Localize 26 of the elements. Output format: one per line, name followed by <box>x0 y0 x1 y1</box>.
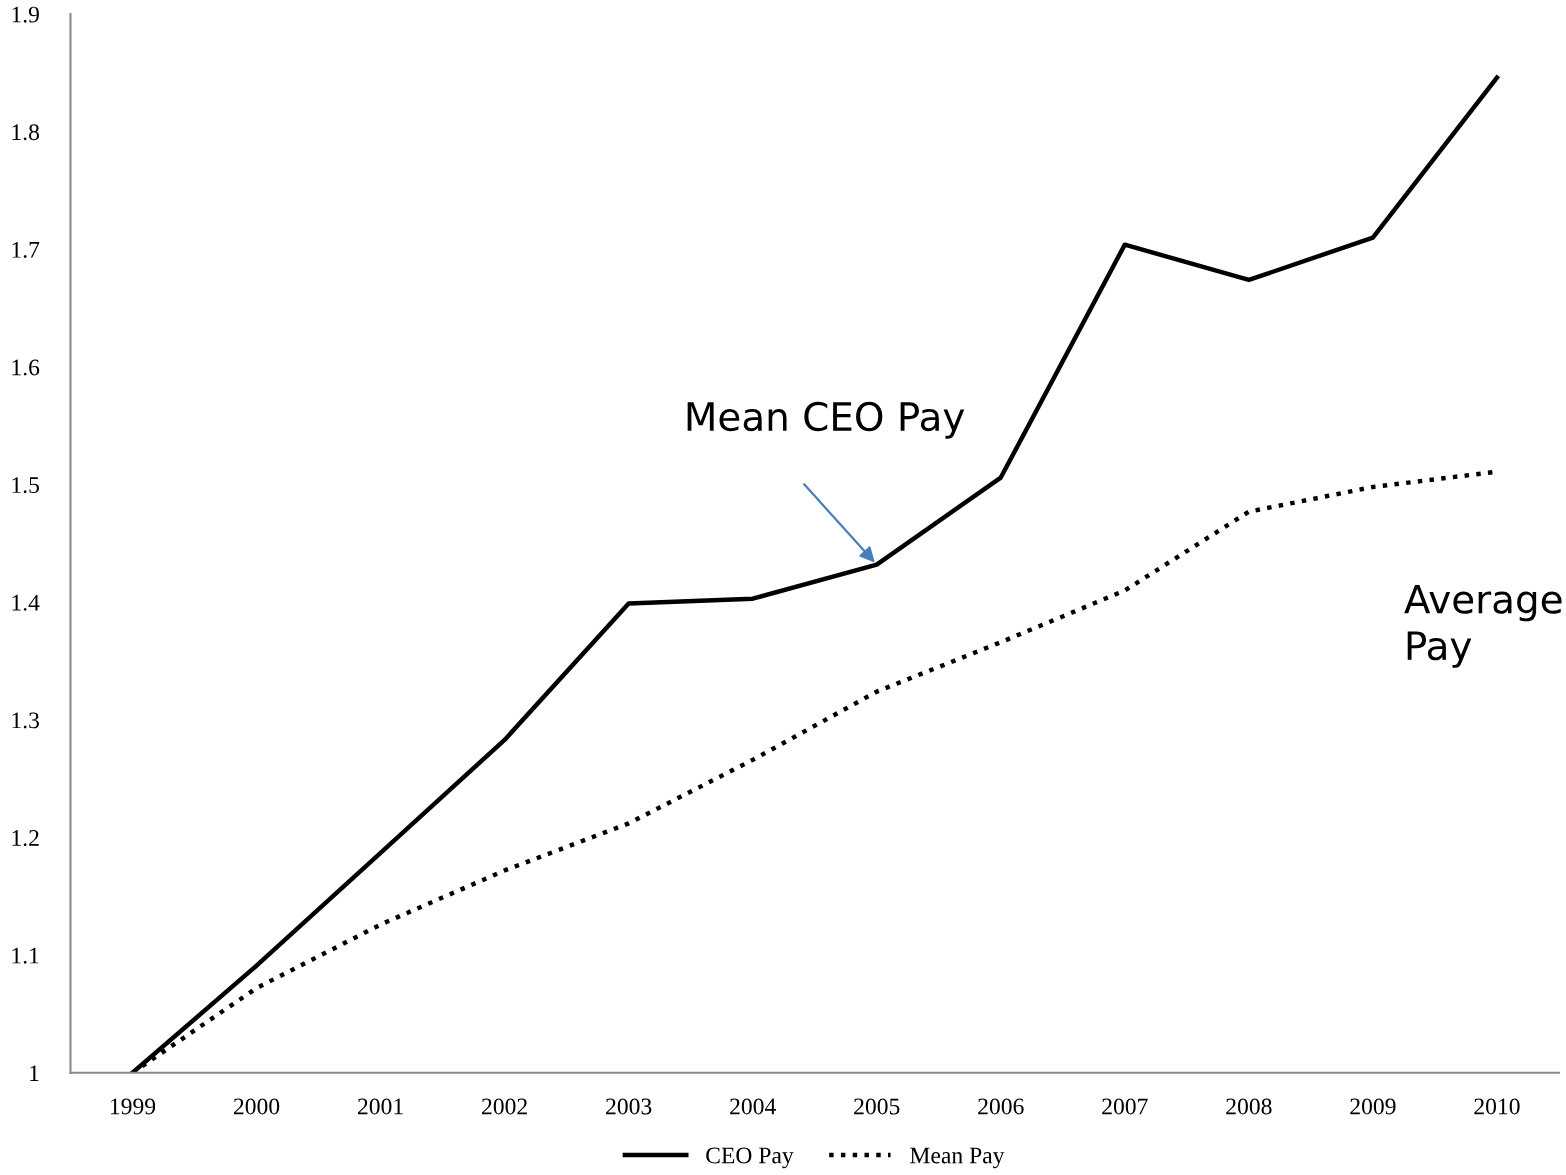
y-tick-label: 1.2 <box>12 830 39 847</box>
annotation: Average Pay <box>1404 584 1562 668</box>
x-tick-label: 2008 <box>1226 1098 1272 1115</box>
legend-label: CEO Pay <box>706 1147 794 1169</box>
x-tick-label: 2001 <box>358 1098 403 1115</box>
annotation: Mean CEO Pay <box>687 401 965 439</box>
x-tick-label: 2006 <box>978 1098 1024 1115</box>
legend-label: Mean Pay <box>910 1147 1005 1169</box>
x-tick-label: 2005 <box>854 1098 900 1115</box>
y-tick-label: 1.6 <box>12 359 40 376</box>
y-tick-label: 1.7 <box>12 241 40 258</box>
y-tick-label: 1.4 <box>12 594 40 611</box>
x-tick-label: 1999 <box>110 1098 156 1115</box>
y-tick-label: 1.5 <box>12 477 39 494</box>
y-tick-label: 1 <box>30 1065 39 1081</box>
x-tick-label: 2007 <box>1102 1098 1148 1115</box>
x-tick-label: 2004 <box>730 1098 776 1115</box>
x-tick-label: 2010 <box>1474 1098 1520 1115</box>
y-tick-label: 1.1 <box>12 947 39 964</box>
y-tick-label: 1.8 <box>12 124 40 141</box>
x-tick-label: 2002 <box>482 1098 527 1115</box>
y-tick-label: 1.3 <box>12 712 39 729</box>
x-tick-label: 2000 <box>233 1098 280 1115</box>
x-tick-label: 2003 <box>606 1098 652 1115</box>
x-tick-label: 2009 <box>1350 1098 1396 1115</box>
y-tick-label: 1.9 <box>12 6 39 23</box>
